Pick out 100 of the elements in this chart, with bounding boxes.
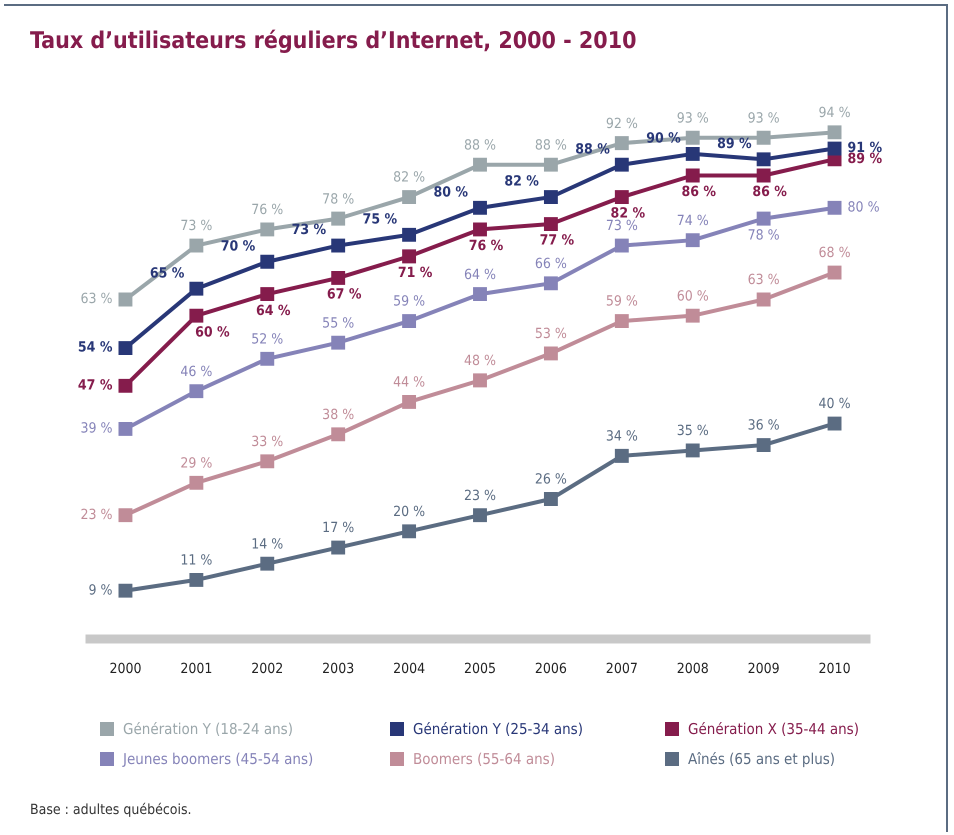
x-tick-label: 2002 xyxy=(251,661,284,678)
data-label: 23 % xyxy=(80,506,112,523)
point xyxy=(189,476,204,490)
point xyxy=(686,444,700,458)
data-label: 48 % xyxy=(464,353,496,370)
point xyxy=(614,238,629,253)
point xyxy=(331,427,346,442)
point xyxy=(614,136,629,150)
point xyxy=(828,142,842,156)
data-label: 82 % xyxy=(504,174,540,190)
point xyxy=(828,125,842,140)
point xyxy=(331,540,346,554)
point xyxy=(260,556,274,571)
point xyxy=(118,378,132,393)
point xyxy=(614,190,629,204)
point xyxy=(118,341,132,355)
data-label: 86 % xyxy=(681,184,716,200)
data-label: 67 % xyxy=(326,286,362,303)
point xyxy=(260,287,274,302)
legend-label: Aînés (65 ans et plus) xyxy=(688,750,836,768)
point xyxy=(473,222,487,236)
data-label: 78 % xyxy=(748,227,780,244)
data-label: 82 % xyxy=(393,170,426,186)
data-label: 29 % xyxy=(180,455,212,472)
data-label: 40 % xyxy=(818,396,851,412)
data-label: 38 % xyxy=(322,406,354,423)
point xyxy=(118,584,132,598)
data-label: 68 % xyxy=(818,245,851,262)
data-label: 35 % xyxy=(676,423,709,440)
data-label: 23 % xyxy=(464,488,496,504)
point xyxy=(260,352,274,366)
data-label: 94 % xyxy=(818,104,851,121)
x-tick-label: 2006 xyxy=(534,661,567,678)
data-label: 80 % xyxy=(848,199,880,216)
data-label: 65 % xyxy=(150,265,185,282)
point xyxy=(118,508,132,522)
data-label: 78 % xyxy=(322,191,354,208)
point xyxy=(544,217,558,231)
data-label: 88 % xyxy=(464,137,496,154)
point xyxy=(402,524,416,538)
point xyxy=(756,438,771,452)
data-label: 55 % xyxy=(322,315,354,332)
data-label: 89 % xyxy=(717,136,752,152)
point xyxy=(118,292,132,306)
x-tick-label: 2010 xyxy=(818,661,851,678)
legend-label: Génération X (35-44 ans) xyxy=(688,720,859,738)
text: Base : adultes québécois. xyxy=(30,802,192,818)
x-tick-label: 2007 xyxy=(606,661,638,678)
point xyxy=(828,416,842,430)
data-label: 36 % xyxy=(748,418,780,434)
data-label: 73 % xyxy=(606,218,638,234)
point xyxy=(686,146,700,161)
point xyxy=(686,168,700,182)
data-label: 44 % xyxy=(393,374,426,391)
point xyxy=(756,168,771,182)
point xyxy=(473,287,487,302)
data-label: 93 % xyxy=(676,110,709,126)
point xyxy=(118,422,132,436)
point xyxy=(686,233,700,248)
data-label: 59 % xyxy=(606,294,638,310)
point xyxy=(828,200,842,215)
data-label: 63 % xyxy=(80,291,112,308)
point xyxy=(544,158,558,172)
data-label: 64 % xyxy=(464,266,496,283)
point xyxy=(614,158,629,172)
data-label: 86 % xyxy=(752,184,788,200)
data-label: 60 % xyxy=(195,324,230,340)
point xyxy=(544,276,558,290)
data-label: 60 % xyxy=(676,288,709,304)
data-label: 93 % xyxy=(748,110,780,126)
point xyxy=(473,373,487,388)
data-label: 59 % xyxy=(393,294,426,310)
x-tick-label: 2009 xyxy=(748,661,780,678)
data-label: 54 % xyxy=(78,340,113,356)
point xyxy=(686,308,700,323)
x-tick-label: 2004 xyxy=(393,661,426,678)
data-label: 75 % xyxy=(362,211,398,228)
data-label: 9 % xyxy=(88,582,112,598)
point xyxy=(756,212,771,226)
point xyxy=(331,336,346,350)
data-label: 39 % xyxy=(80,420,112,437)
point xyxy=(189,282,204,296)
data-label: 17 % xyxy=(322,520,354,536)
data-label: 11 % xyxy=(180,552,212,569)
point xyxy=(756,152,771,166)
point xyxy=(614,314,629,328)
data-label: 20 % xyxy=(393,504,426,520)
data-label: 80 % xyxy=(433,184,468,200)
data-label: 64 % xyxy=(256,302,291,319)
point xyxy=(544,346,558,360)
point xyxy=(756,130,771,145)
data-label: 46 % xyxy=(180,364,212,380)
point xyxy=(828,266,842,280)
point xyxy=(331,212,346,226)
point xyxy=(544,492,558,506)
point xyxy=(189,308,204,323)
point xyxy=(260,454,274,468)
chart-title: Taux d’utilisateurs réguliers d’Internet, 2000 - 2010 xyxy=(30,28,636,54)
point xyxy=(331,238,346,253)
point xyxy=(189,238,204,253)
